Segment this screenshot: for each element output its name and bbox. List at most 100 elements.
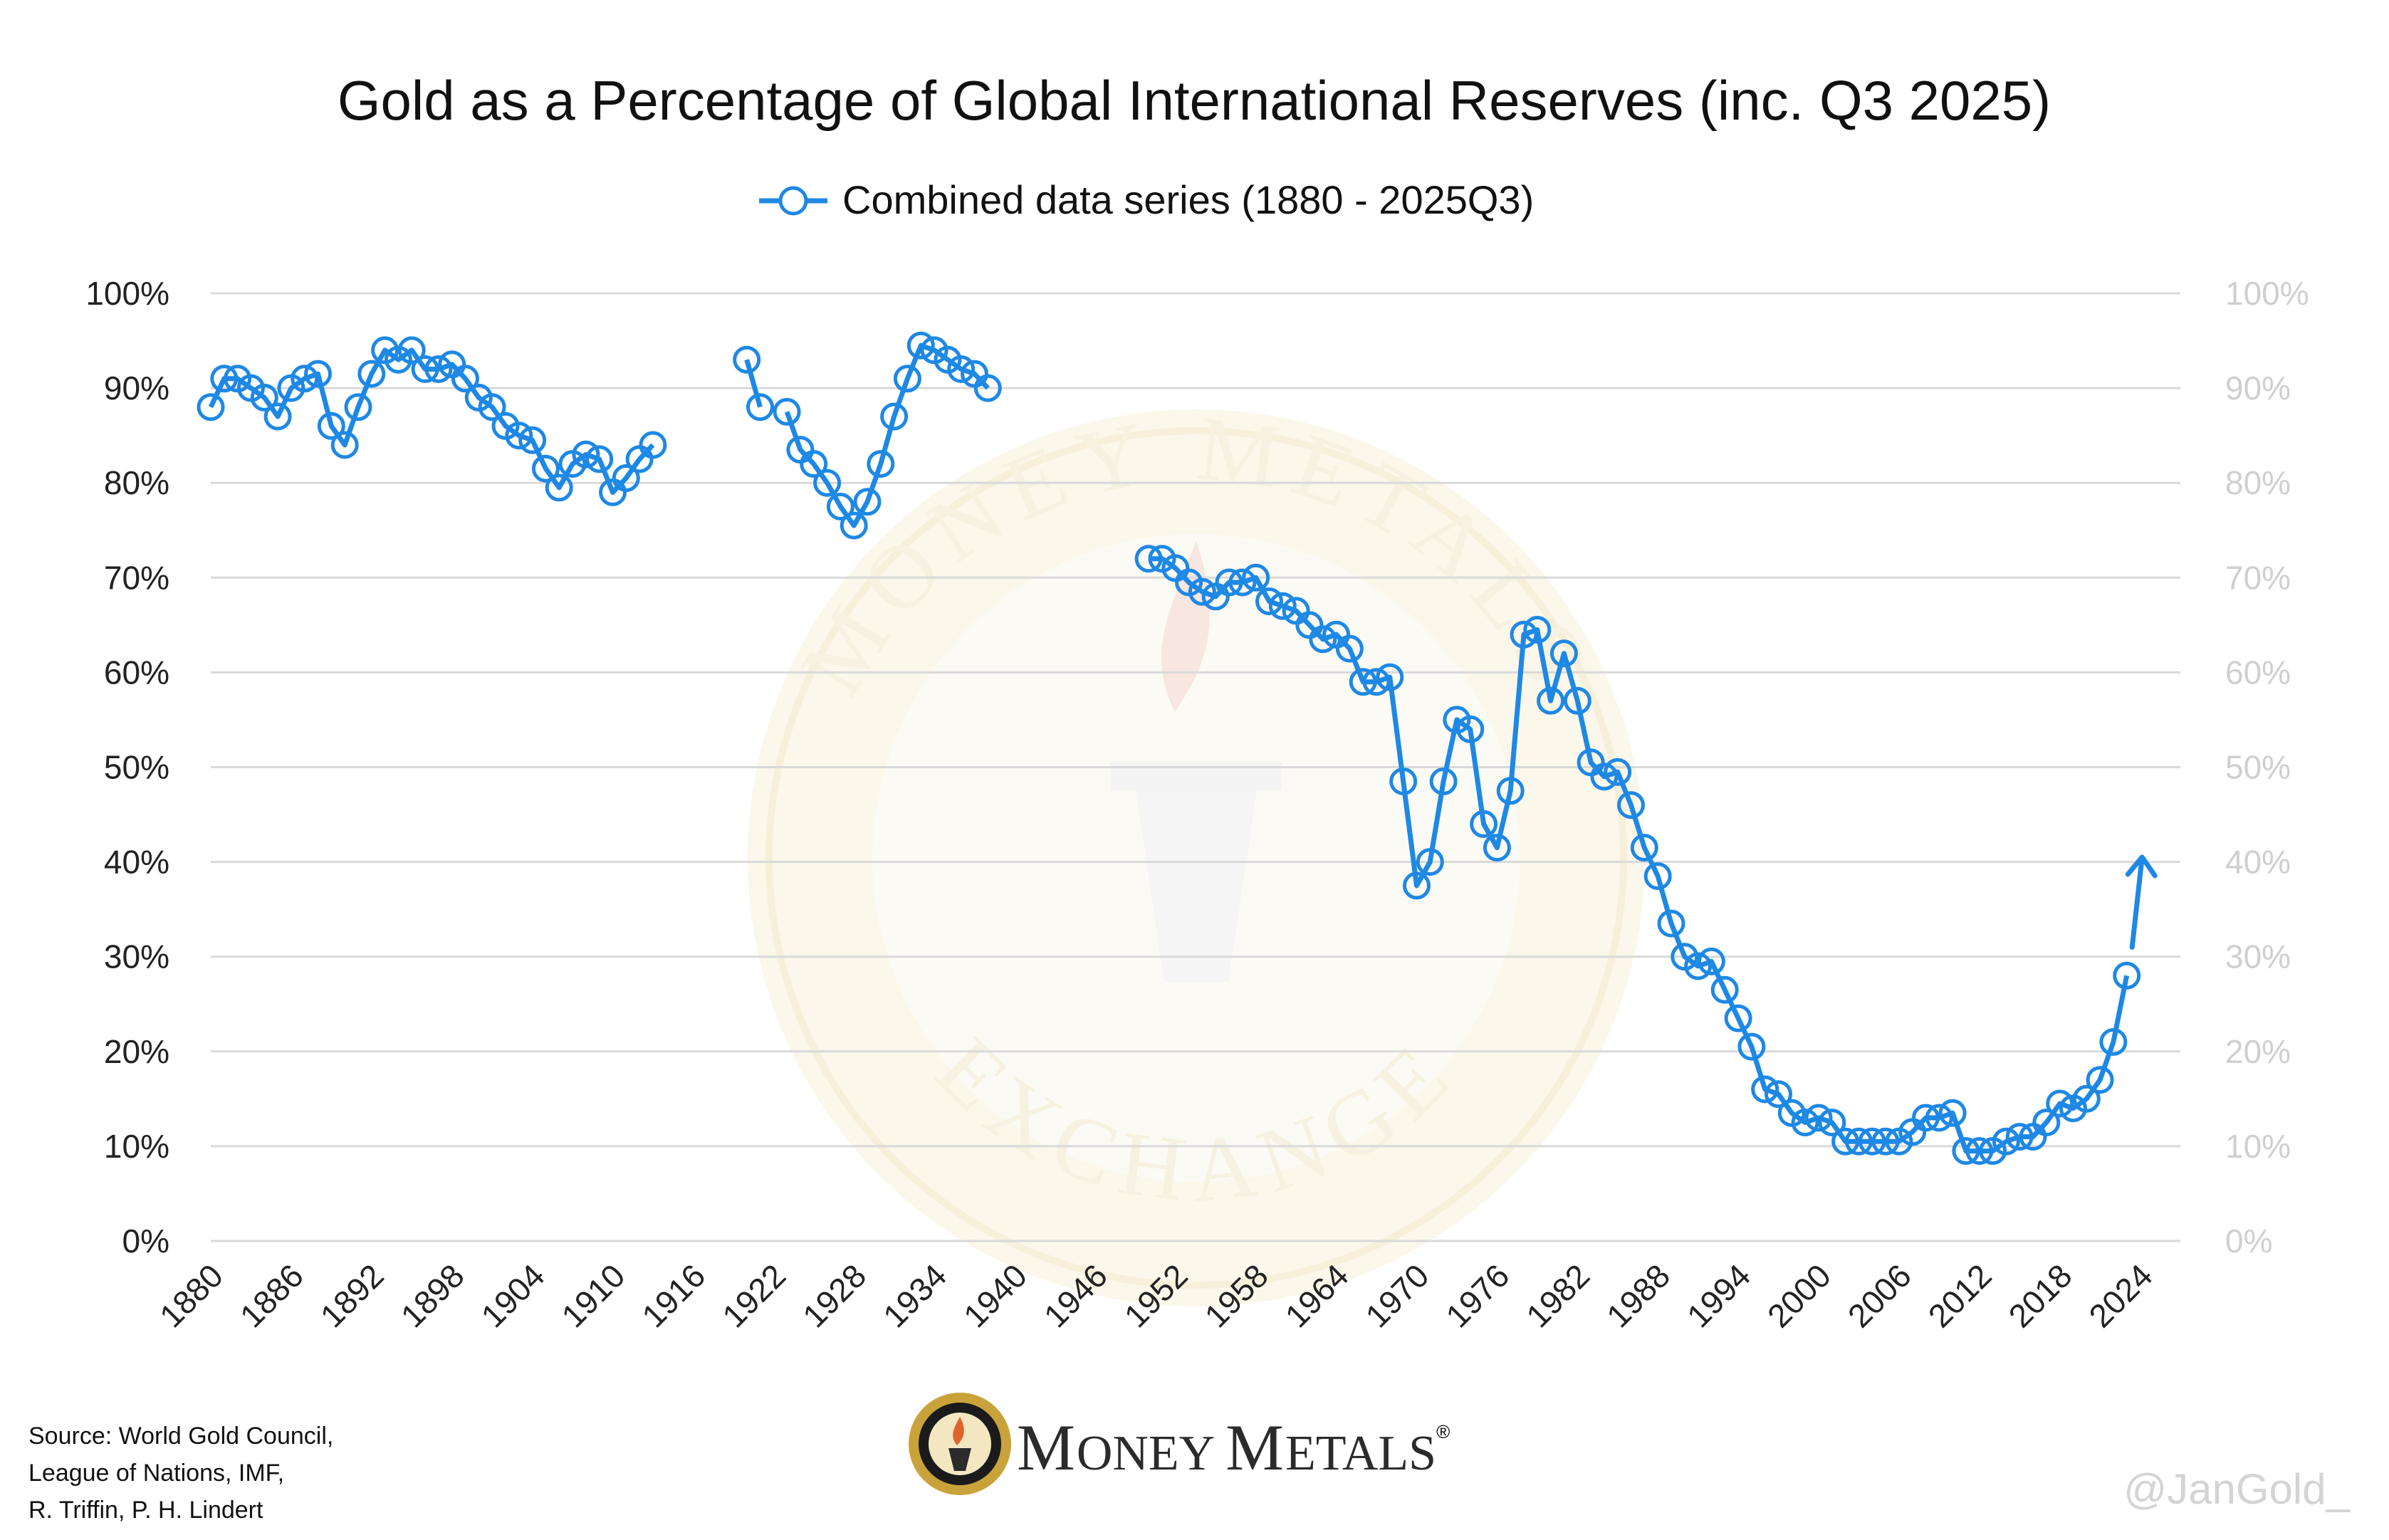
legend[interactable]: Combined data series (1880 - 2025Q3) bbox=[759, 177, 1534, 222]
data-point bbox=[478, 393, 506, 421]
data-point bbox=[1215, 568, 1243, 597]
y-tick-label-right: 10% bbox=[2225, 1128, 2291, 1165]
data-point bbox=[1549, 639, 1578, 668]
data-point bbox=[1483, 834, 1511, 862]
x-tick-label: 1982 bbox=[1519, 1257, 1596, 1334]
data-point bbox=[1710, 975, 1739, 1004]
y-tick-label-right: 70% bbox=[2225, 559, 2291, 596]
x-tick-label: 1934 bbox=[876, 1257, 953, 1334]
y-tick-label-right: 40% bbox=[2225, 844, 2291, 881]
brand-logo: MONEY METALS® bbox=[909, 1393, 1450, 1495]
data-point bbox=[1965, 1137, 1994, 1166]
data-point bbox=[357, 360, 386, 388]
y-tick-label-right: 0% bbox=[2225, 1222, 2272, 1259]
data-point bbox=[1871, 1127, 1900, 1156]
data-point bbox=[505, 421, 533, 450]
series-line bbox=[208, 347, 655, 495]
data-point bbox=[451, 365, 479, 393]
data-point bbox=[1268, 592, 1297, 620]
data-point bbox=[612, 464, 640, 492]
data-point bbox=[826, 493, 854, 520]
y-tick-label-right: 80% bbox=[2225, 464, 2291, 501]
data-point bbox=[773, 397, 801, 426]
data-point bbox=[853, 488, 882, 516]
data-point bbox=[1925, 1104, 1953, 1132]
data-point bbox=[1376, 663, 1404, 691]
data-point bbox=[1563, 686, 1591, 715]
data-point bbox=[746, 393, 774, 421]
data-point bbox=[1630, 834, 1658, 862]
y-tick-label-right: 30% bbox=[2225, 938, 2291, 975]
data-point bbox=[1697, 947, 1725, 975]
data-point bbox=[411, 355, 439, 383]
x-tick-label: 1994 bbox=[1680, 1257, 1757, 1334]
data-point bbox=[1523, 616, 1552, 644]
x-tick-label: 1892 bbox=[313, 1257, 391, 1334]
x-tick-label: 2024 bbox=[2081, 1257, 2159, 1334]
data-point bbox=[2072, 1084, 2101, 1113]
data-point bbox=[1791, 1109, 1819, 1137]
data-point bbox=[1643, 862, 1672, 891]
x-tick-label: 1904 bbox=[474, 1257, 552, 1334]
source-note: Source: World Gold Council, League of Na… bbox=[28, 1423, 333, 1524]
data-point bbox=[1590, 763, 1619, 791]
x-tick-label: 2000 bbox=[1760, 1257, 1838, 1334]
data-point bbox=[1684, 952, 1713, 980]
data-point bbox=[330, 431, 359, 459]
data-point bbox=[1134, 545, 1163, 573]
x-tick-label: 1910 bbox=[554, 1257, 632, 1334]
data-point bbox=[1992, 1127, 2020, 1156]
data-point bbox=[1255, 587, 1283, 616]
data-point bbox=[1188, 577, 1216, 606]
data-point bbox=[639, 431, 667, 459]
data-point bbox=[1912, 1104, 1940, 1132]
chart-title: Gold as a Percentage of Global Internati… bbox=[338, 69, 2051, 132]
y-tick-label-left: 90% bbox=[104, 370, 169, 407]
data-point bbox=[1496, 777, 1525, 805]
data-point bbox=[1456, 715, 1485, 743]
y-tick-label-left: 50% bbox=[104, 749, 169, 786]
data-point bbox=[2005, 1123, 2034, 1151]
legend-marker-icon bbox=[778, 186, 808, 216]
x-tick-label: 2006 bbox=[1841, 1257, 1918, 1334]
brand-word-2: ETALS bbox=[1285, 1426, 1436, 1481]
x-tick-label: 2018 bbox=[2002, 1257, 2079, 1334]
x-tick-label: 1922 bbox=[715, 1257, 793, 1334]
registered-mark: ® bbox=[1436, 1421, 1450, 1442]
data-point bbox=[1470, 810, 1498, 838]
data-point bbox=[1309, 625, 1337, 654]
data-point bbox=[1510, 620, 1538, 649]
x-tick-label: 1916 bbox=[634, 1257, 712, 1334]
data-point bbox=[813, 468, 842, 497]
arrow-up-icon bbox=[2129, 854, 2145, 950]
data-point bbox=[2113, 961, 2141, 990]
y-axis-left: 0% 10% 20% 30% 40% 50% 60% 70% 80% 90% 100% bbox=[85, 275, 169, 1259]
x-tick-label: 1976 bbox=[1438, 1257, 1516, 1334]
y-tick-label-left: 80% bbox=[104, 464, 169, 501]
data-point bbox=[1724, 1004, 1752, 1032]
data-point bbox=[531, 454, 560, 483]
y-tick-label-left: 100% bbox=[85, 275, 169, 312]
data-point bbox=[585, 445, 614, 473]
data-point bbox=[1844, 1127, 1873, 1156]
y-tick-label-right: 50% bbox=[2225, 749, 2291, 786]
brand-letter-2: M bbox=[1225, 1411, 1285, 1484]
data-point bbox=[973, 374, 1002, 402]
y-tick-label-right: 90% bbox=[2225, 370, 2291, 407]
legend-label: Combined data series (1880 - 2025Q3) bbox=[842, 177, 1534, 222]
y-axis-right: 0% 10% 20% 30% 40% 50% 60% 70% 80% 90% 100% bbox=[2225, 275, 2309, 1259]
data-point bbox=[424, 355, 453, 383]
data-point bbox=[1242, 563, 1270, 592]
data-point bbox=[1804, 1104, 1833, 1132]
data-point bbox=[197, 393, 225, 421]
data-point bbox=[1765, 1080, 1792, 1109]
x-tick-label: 1898 bbox=[394, 1257, 471, 1334]
y-tick-label-left: 60% bbox=[104, 654, 169, 691]
x-tick-label: 1880 bbox=[152, 1257, 230, 1334]
y-tick-label-right: 60% bbox=[2225, 654, 2291, 691]
data-point bbox=[344, 393, 372, 421]
data-point bbox=[1604, 758, 1632, 786]
svg-text:MONEY METALS®: MONEY METALS® bbox=[1017, 1411, 1450, 1484]
data-point bbox=[1858, 1127, 1886, 1156]
